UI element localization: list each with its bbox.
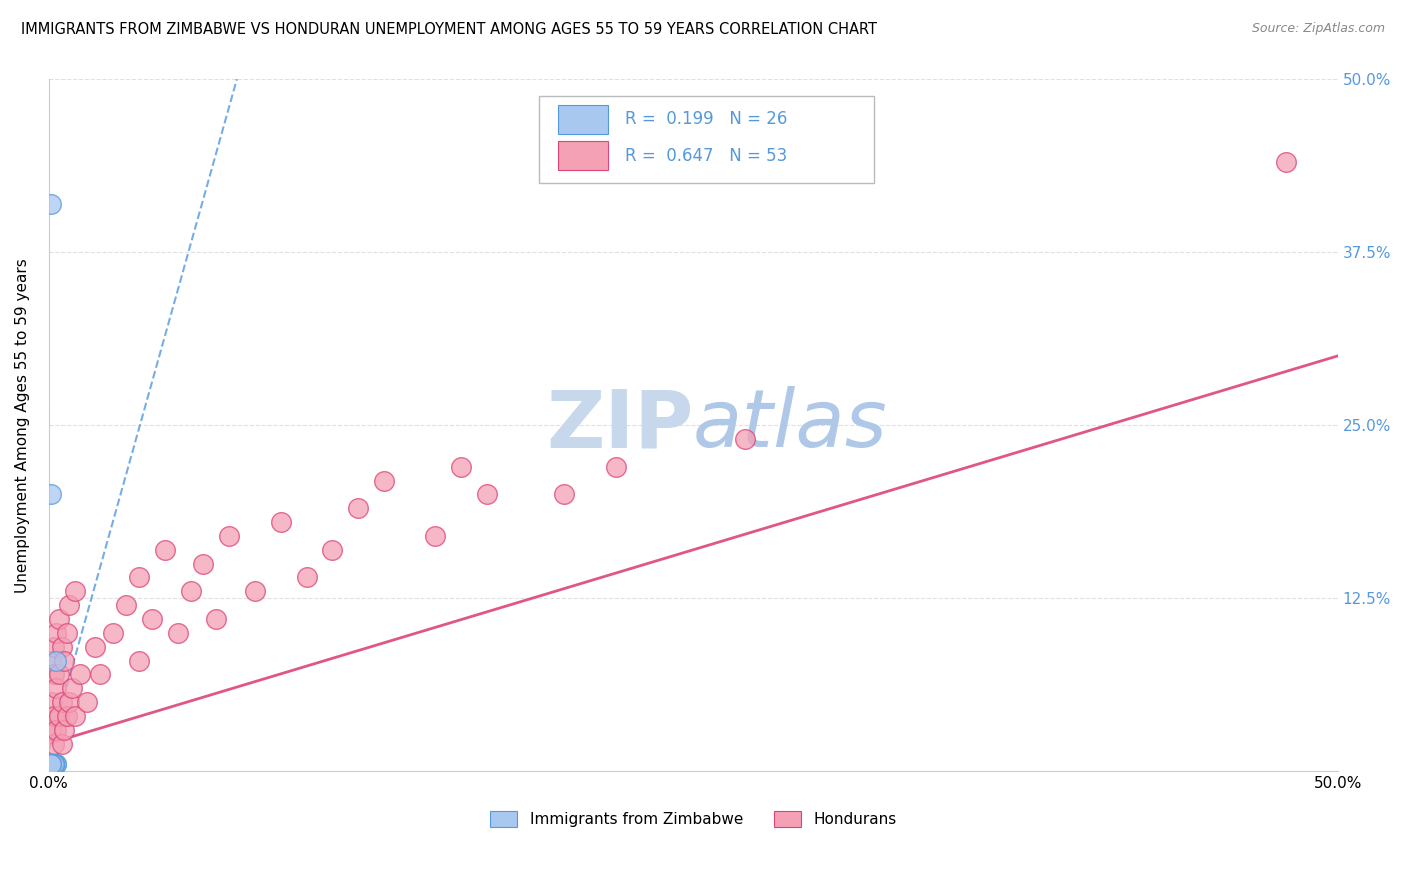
- Point: [42, 757, 65, 772]
- Point: [45, 654, 67, 668]
- Text: atlas: atlas: [693, 386, 889, 464]
- Point: [734, 432, 756, 446]
- Point: [41, 757, 63, 772]
- Point: [63, 584, 86, 599]
- Point: [605, 459, 627, 474]
- Point: [1275, 155, 1298, 169]
- Point: [41, 757, 63, 772]
- Point: [425, 529, 447, 543]
- Point: [41, 757, 63, 772]
- Point: [180, 584, 202, 599]
- Point: [128, 654, 150, 668]
- Point: [48, 709, 70, 723]
- Point: [41, 487, 63, 501]
- Point: [41, 757, 63, 772]
- Point: [51, 737, 73, 751]
- Point: [41, 757, 63, 772]
- Point: [41, 196, 63, 211]
- Point: [48, 667, 70, 681]
- Point: [58, 598, 80, 612]
- Text: R =  0.199   N = 26: R = 0.199 N = 26: [624, 110, 787, 128]
- Legend: Immigrants from Zimbabwe, Hondurans: Immigrants from Zimbabwe, Hondurans: [484, 805, 903, 833]
- Point: [45, 626, 67, 640]
- Point: [103, 626, 125, 640]
- FancyBboxPatch shape: [538, 96, 873, 183]
- Point: [41, 757, 63, 772]
- Text: R =  0.647   N = 53: R = 0.647 N = 53: [624, 147, 787, 165]
- Point: [60, 681, 83, 696]
- Point: [243, 584, 266, 599]
- Point: [56, 709, 79, 723]
- Point: [128, 570, 150, 584]
- Point: [450, 459, 472, 474]
- Y-axis label: Unemployment Among Ages 55 to 59 years: Unemployment Among Ages 55 to 59 years: [15, 258, 30, 592]
- Point: [69, 667, 91, 681]
- Point: [42, 667, 65, 681]
- Point: [76, 695, 98, 709]
- Point: [42, 737, 65, 751]
- Point: [45, 681, 67, 696]
- Point: [89, 667, 111, 681]
- Point: [42, 757, 65, 772]
- Point: [42, 757, 65, 772]
- Point: [321, 542, 343, 557]
- Point: [553, 487, 575, 501]
- Point: [41, 757, 63, 772]
- Point: [53, 723, 76, 737]
- FancyBboxPatch shape: [558, 141, 609, 170]
- Point: [51, 695, 73, 709]
- Point: [141, 612, 163, 626]
- Text: ZIP: ZIP: [546, 386, 693, 464]
- Point: [42, 757, 65, 772]
- Point: [48, 612, 70, 626]
- Point: [270, 515, 292, 529]
- Point: [63, 709, 86, 723]
- Point: [41, 723, 63, 737]
- Point: [41, 757, 63, 772]
- Point: [41, 654, 63, 668]
- Point: [45, 757, 67, 772]
- Point: [42, 757, 65, 772]
- Point: [41, 757, 63, 772]
- Text: Source: ZipAtlas.com: Source: ZipAtlas.com: [1251, 22, 1385, 36]
- Point: [166, 626, 188, 640]
- Point: [41, 695, 63, 709]
- Point: [45, 757, 67, 772]
- Point: [41, 757, 63, 772]
- Point: [295, 570, 318, 584]
- Point: [475, 487, 498, 501]
- Point: [45, 723, 67, 737]
- Point: [373, 474, 395, 488]
- Point: [205, 612, 228, 626]
- Point: [51, 640, 73, 654]
- Point: [42, 640, 65, 654]
- Point: [53, 654, 76, 668]
- Point: [58, 695, 80, 709]
- Point: [42, 757, 65, 772]
- Point: [42, 709, 65, 723]
- Point: [347, 501, 370, 516]
- Text: IMMIGRANTS FROM ZIMBABWE VS HONDURAN UNEMPLOYMENT AMONG AGES 55 TO 59 YEARS CORR: IMMIGRANTS FROM ZIMBABWE VS HONDURAN UNE…: [21, 22, 877, 37]
- Point: [42, 757, 65, 772]
- Point: [41, 757, 63, 772]
- Point: [193, 557, 215, 571]
- Point: [218, 529, 240, 543]
- Point: [153, 542, 176, 557]
- Point: [41, 757, 63, 772]
- Point: [84, 640, 107, 654]
- Point: [44, 757, 66, 772]
- FancyBboxPatch shape: [558, 105, 609, 135]
- Point: [115, 598, 138, 612]
- Point: [56, 626, 79, 640]
- Point: [41, 757, 63, 772]
